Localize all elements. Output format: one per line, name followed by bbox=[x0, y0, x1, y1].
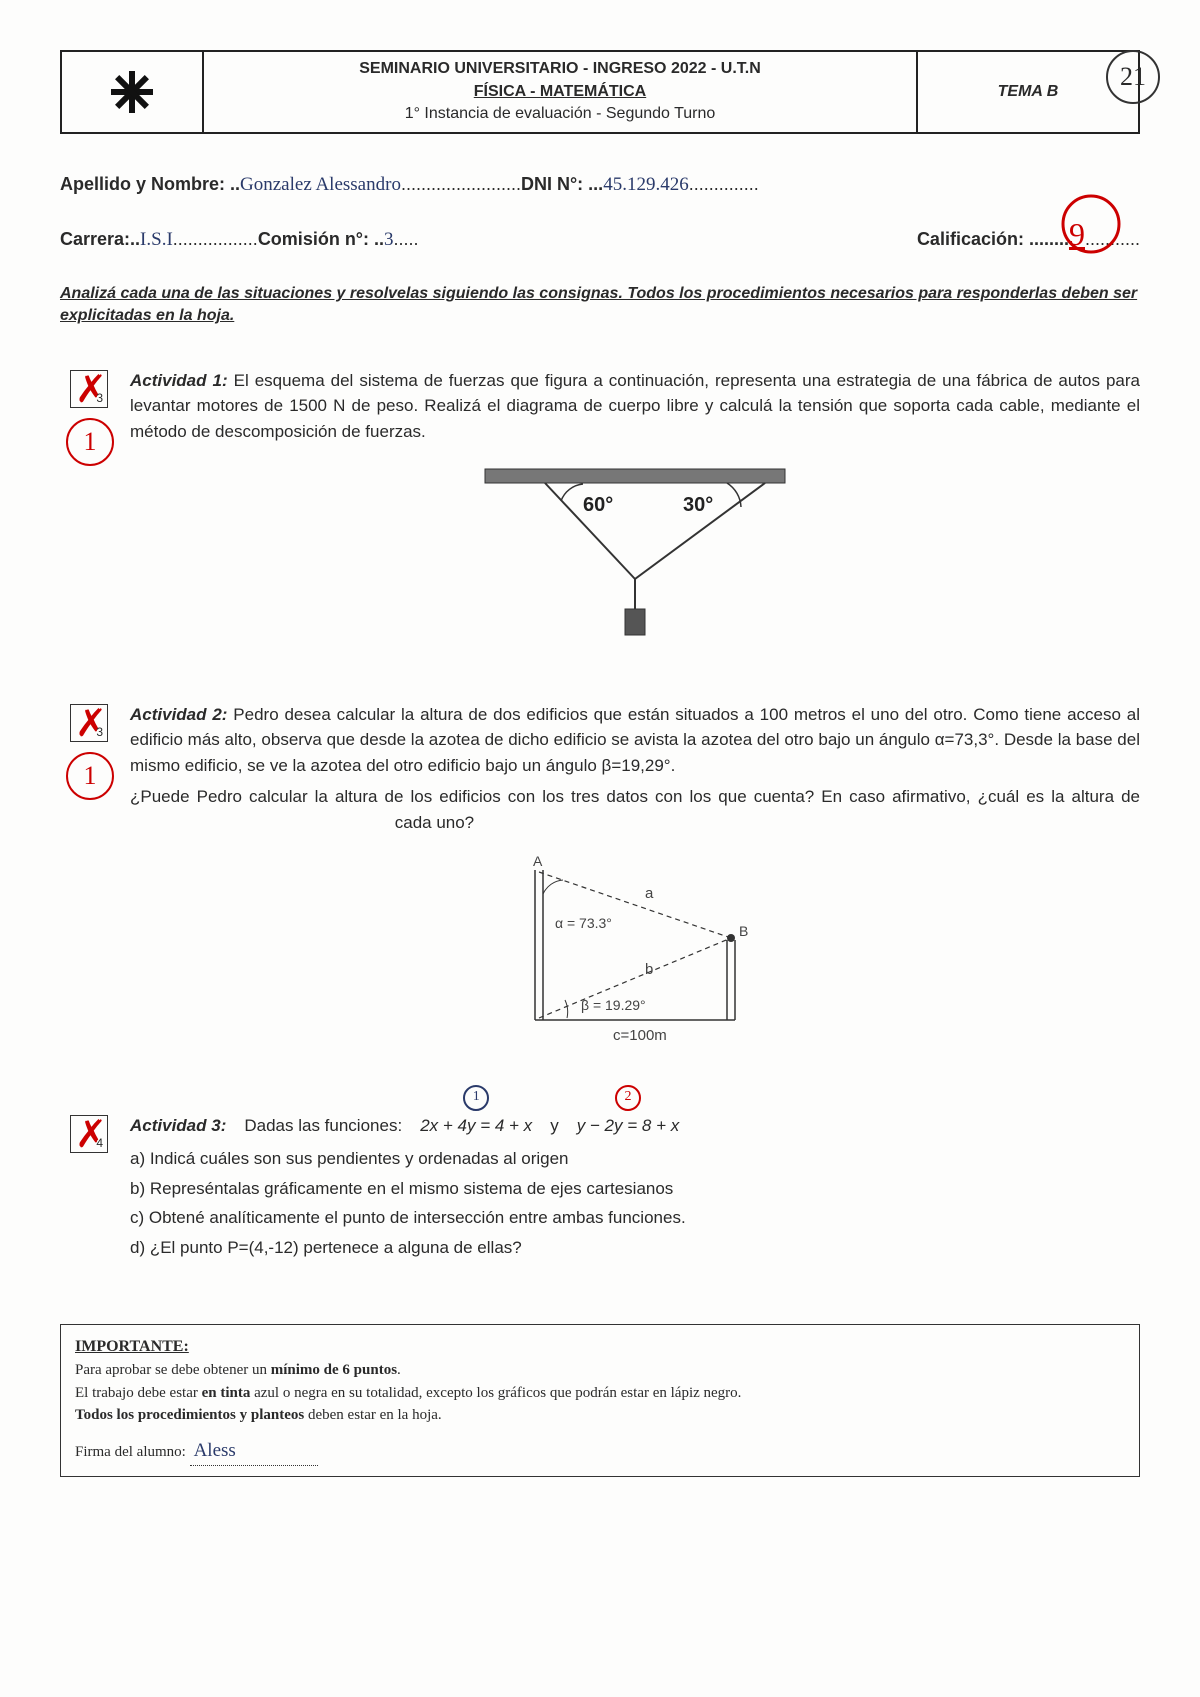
firma-value: Aless bbox=[190, 1437, 318, 1467]
important-l3: Todos los procedimientos y planteos bbox=[75, 1407, 304, 1423]
carrera-value: I.S.I bbox=[140, 229, 173, 251]
activity-2-text2a: ¿Puede Pedro calcular la altura de los e… bbox=[130, 787, 1140, 806]
eq-mark-1: 1 bbox=[463, 1085, 489, 1111]
dni-dots: .............. bbox=[689, 174, 759, 195]
svg-text:b: b bbox=[645, 961, 653, 978]
svg-text:B: B bbox=[739, 923, 748, 939]
red-circle-2: 1 bbox=[66, 752, 114, 800]
activity-1-diagram: 60° 30° bbox=[130, 459, 1140, 647]
mark-box-1: ✗ 3 bbox=[70, 370, 108, 408]
svg-text:β = 19.29°: β = 19.29° bbox=[581, 997, 646, 1013]
exam-page: 21 SEMINARIO UNIVERSITARIO - INGRESO 202… bbox=[0, 0, 1200, 1697]
calif-label: Calificación: ........ bbox=[917, 229, 1069, 250]
info-name-line: Apellido y Nombre: .. Gonzalez Alessandr… bbox=[60, 174, 1140, 196]
header-tema: TEMA B bbox=[918, 52, 1138, 132]
eq-mark-2: 2 bbox=[615, 1085, 641, 1111]
dni-label: DNI N°: ... bbox=[521, 174, 603, 195]
important-box: IMPORTANTE: Para aprobar se debe obtener… bbox=[60, 1324, 1140, 1477]
check-icon: ✗ bbox=[75, 1112, 107, 1157]
svg-text:α = 73.3°: α = 73.3° bbox=[555, 915, 612, 931]
activity-3-equations: Actividad 3: Dadas las funciones: 1 2x +… bbox=[130, 1113, 1140, 1139]
activity-1: ✗ 3 1 Actividad 1: El esquema del sistem… bbox=[60, 368, 1140, 662]
header-center: SEMINARIO UNIVERSITARIO - INGRESO 2022 -… bbox=[204, 52, 918, 132]
grade-circle: 9 bbox=[1069, 216, 1085, 253]
header-line1: SEMINARIO UNIVERSITARIO - INGRESO 2022 -… bbox=[359, 58, 761, 80]
activity-3-intro: Dadas las funciones: bbox=[244, 1113, 402, 1139]
activity-2: ✗ 3 1 Actividad 2: Pedro desea calcular … bbox=[60, 702, 1140, 1073]
check-icon: ✗ bbox=[75, 701, 107, 746]
equation-2: y − 2y = 8 + x bbox=[577, 1116, 680, 1135]
important-l2a: El trabajo debe estar bbox=[75, 1385, 202, 1401]
name-dots: ........................ bbox=[401, 174, 521, 195]
sub-c: c) Obtené analíticamente el punto de int… bbox=[130, 1205, 1140, 1231]
svg-text:60°: 60° bbox=[583, 494, 613, 516]
activity-2-text1: Pedro desea calcular la altura de dos ed… bbox=[130, 705, 1140, 775]
activity-3-subitems: a) Indicá cuáles son sus pendientes y or… bbox=[130, 1146, 1140, 1260]
activity-3-title: Actividad 3: bbox=[130, 1113, 226, 1139]
comision-label: Comisión n°: .. bbox=[258, 229, 384, 250]
activity-2-margin: ✗ 3 1 bbox=[60, 702, 130, 1073]
firma-label: Firma del alumno: bbox=[75, 1444, 190, 1460]
svg-text:c=100m: c=100m bbox=[613, 1027, 667, 1044]
mark-score-2: 3 bbox=[96, 725, 103, 739]
name-label: Apellido y Nombre: .. bbox=[60, 174, 240, 195]
carrera-label: Carrera:.. bbox=[60, 229, 140, 250]
logo-icon bbox=[62, 52, 204, 132]
svg-text:30°: 30° bbox=[683, 494, 713, 516]
red-circle-1: 1 bbox=[66, 418, 114, 466]
sub-a: a) Indicá cuáles son sus pendientes y or… bbox=[130, 1146, 1140, 1172]
check-icon: ✗ bbox=[75, 367, 107, 412]
activity-2-diagram: α = 73.3° β = 19.29° a b A B c=100m bbox=[130, 850, 1140, 1058]
header-line2: FÍSICA - MATEMÁTICA bbox=[474, 81, 646, 103]
mark-box-2: ✗ 3 bbox=[70, 704, 108, 742]
important-l2c: azul o negra en su totalidad, excepto lo… bbox=[250, 1385, 741, 1401]
page-number-text: 21 bbox=[1120, 62, 1146, 92]
carrera-dots: ................. bbox=[173, 229, 258, 250]
sub-b: b) Represéntalas gráficamente en el mism… bbox=[130, 1176, 1140, 1202]
important-l1: Para aprobar se debe obtener un mínimo d… bbox=[75, 1362, 401, 1378]
activity-3-body: Actividad 3: Dadas las funciones: 1 2x +… bbox=[130, 1113, 1140, 1265]
activity-3: ✗ 4 Actividad 3: Dadas las funciones: 1 … bbox=[60, 1113, 1140, 1265]
activity-2-text2b: cada uno? bbox=[395, 813, 474, 832]
equation-conj: y bbox=[550, 1113, 559, 1139]
header-line3: 1° Instancia de evaluación - Segundo Tur… bbox=[405, 103, 716, 125]
equation-1: 2x + 4y = 4 + x bbox=[420, 1116, 532, 1135]
sub-d: d) ¿El punto P=(4,-12) pertenece a algun… bbox=[130, 1235, 1140, 1261]
activity-1-title: Actividad 1: bbox=[130, 371, 228, 390]
info-carrera-line: Carrera:.. I.S.I ................. Comis… bbox=[60, 216, 1140, 253]
activity-3-margin: ✗ 4 bbox=[60, 1113, 130, 1265]
comision-dots: ..... bbox=[394, 229, 419, 250]
important-title: IMPORTANTE: bbox=[75, 1335, 1125, 1359]
page-number-corner: 21 bbox=[1106, 50, 1160, 104]
activity-1-body: Actividad 1: El esquema del sistema de f… bbox=[130, 368, 1140, 662]
activity-1-margin: ✗ 3 1 bbox=[60, 368, 130, 662]
activity-1-text: El esquema del sistema de fuerzas que fi… bbox=[130, 371, 1140, 441]
activity-2-body: Actividad 2: Pedro desea calcular la alt… bbox=[130, 702, 1140, 1073]
firma-line: Firma del alumno: Aless bbox=[75, 1437, 1125, 1467]
svg-text:a: a bbox=[645, 885, 654, 902]
dni-value: 45.129.426 bbox=[603, 174, 689, 196]
svg-text:A: A bbox=[533, 853, 543, 869]
important-l2b: en tinta bbox=[202, 1385, 251, 1401]
mark-score-1: 3 bbox=[96, 391, 103, 405]
name-value: Gonzalez Alessandro bbox=[240, 174, 401, 196]
mark-score-3: 4 bbox=[96, 1136, 103, 1150]
mark-box-3: ✗ 4 bbox=[70, 1115, 108, 1153]
header-box: SEMINARIO UNIVERSITARIO - INGRESO 2022 -… bbox=[60, 50, 1140, 134]
instructions: Analizá cada una de las situaciones y re… bbox=[60, 283, 1140, 328]
comision-value: 3 bbox=[384, 229, 394, 251]
activity-2-title: Actividad 2: bbox=[130, 705, 227, 724]
